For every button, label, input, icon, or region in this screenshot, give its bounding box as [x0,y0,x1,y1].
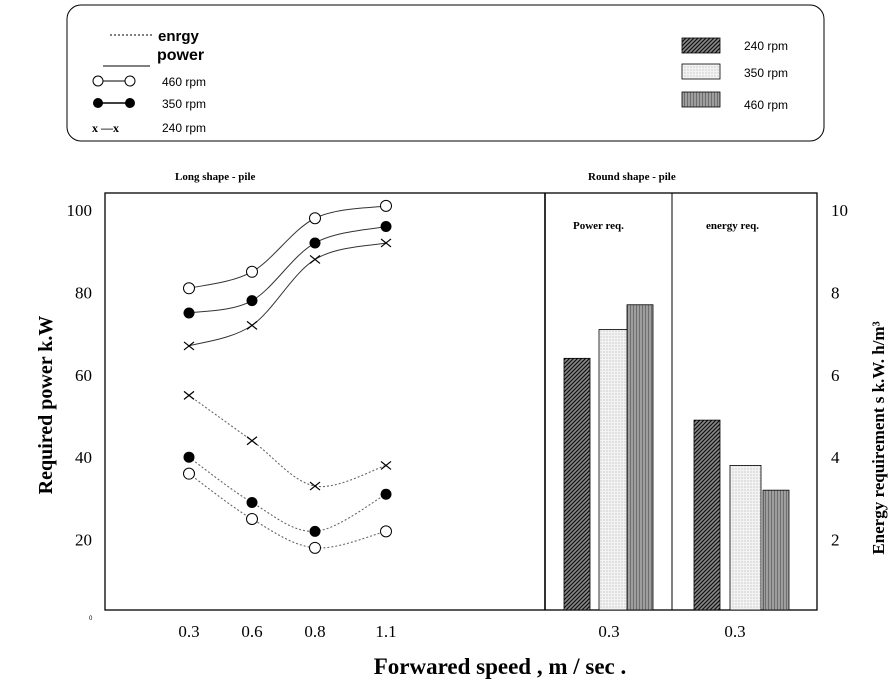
left-tick-label: 40 [75,448,92,467]
legend-bar350-label: 350 rpm [744,66,788,80]
bars [563,304,790,611]
marker-460-rpm-energy-0 [183,467,195,480]
legend-power-label: power [157,47,204,64]
marker-350-rpm-energy-2 [309,525,321,537]
right-tick-label: 4 [831,448,840,467]
series-line-240-rpm-energy [188,394,387,488]
plot-frame [104,192,818,611]
marker-240-rpm-energy-2 [309,481,321,491]
x-tick-label-power-bars: 0.3 [598,622,619,641]
marker-350-rpm-power-3 [380,220,392,232]
left-tick-label: 80 [75,283,92,302]
marker-240-rpm-energy-3 [380,460,392,470]
right-axis-title: Energy requirement s k.W. h/m³ [869,321,888,554]
legend-bar460-swatch [681,91,721,108]
y-zero-label: 0 [89,616,93,622]
legend-frame [66,4,825,142]
marker-240-rpm-energy-2-b [309,481,321,491]
marker-240-rpm-energy-0-b [183,390,195,400]
legend-240-label: 240 rpm [162,121,206,135]
legend-bar350-swatch [681,63,721,80]
x-tick-label: 0.6 [241,622,262,641]
marker-240-rpm-energy-0 [183,390,195,400]
legend: enrgy power 460 rpm 350 rpm x —x 240 rpm… [66,4,825,142]
right-tick-label: 8 [831,283,840,302]
left-panel-title: Long shape - pile [175,171,255,183]
energy-bar-460-rpm [762,489,790,611]
series-line-240-rpm-power [188,242,387,347]
marker-350-rpm-power-1 [246,295,258,307]
x-axis-ticks: 0.3 0.6 0.8 1.1 0.3 0.3 [178,622,745,641]
left-tick-label: 100 [67,201,93,220]
marker-240-rpm-power-0 [183,341,195,351]
series-markers [183,199,392,554]
series-line-350-rpm-energy [188,456,387,532]
marker-350-rpm-energy-0 [183,451,195,463]
marker-240-rpm-power-1-b [246,320,258,330]
series-line-460-rpm-power [188,205,387,289]
marker-460-rpm-energy-2 [309,541,321,554]
left-tick-label: 20 [75,531,92,550]
marker-460-rpm-power-1 [246,265,258,278]
marker-240-rpm-energy-1-b [246,436,258,446]
power-bar-350-rpm [598,329,629,611]
series-lines [188,205,387,549]
x-tick-label: 0.8 [304,622,325,641]
marker-240-rpm-energy-3-b [380,460,392,470]
marker-240-rpm-power-0-b [183,341,195,351]
marker-240-rpm-energy-1 [246,436,258,446]
right-tick-label: 2 [831,531,840,550]
marker-460-rpm-power-2 [309,212,321,225]
energy-bar-240-rpm [693,419,721,611]
left-axis-title: Required power k.W [35,316,57,495]
right-tick-label: 6 [831,366,840,385]
marker-350-rpm-power-0 [183,307,195,319]
legend-350-label: 350 rpm [162,97,206,111]
marker-240-rpm-power-2 [309,254,321,264]
legend-460-label: 460 rpm [162,75,206,89]
right-panel-title: Round shape - pile [588,171,676,183]
legend-energy-label: enrgy [158,28,200,45]
x-axis-title: Forwared speed , m / sec . [374,654,627,679]
x-tick-label: 1.1 [375,622,396,641]
left-tick-label: 60 [75,366,92,385]
legend-350-marker-a [93,98,103,108]
legend-460-marker-a [92,75,104,87]
legend-bar460-label: 460 rpm [744,98,788,112]
legend-bar240-label: 240 rpm [744,39,788,53]
marker-460-rpm-energy-1 [246,513,258,525]
right-tick-label: 10 [831,201,848,220]
marker-240-rpm-power-3 [380,238,392,248]
right-axis-ticks: 2 4 6 8 10 [831,201,848,550]
power-req-label: Power req. [573,220,624,232]
marker-350-rpm-power-2 [309,237,321,249]
legend-460-marker-b [124,75,136,87]
x-tick-label: 0.3 [178,622,199,641]
series-line-460-rpm-energy [188,473,387,549]
marker-460-rpm-power-3 [380,199,392,212]
power-bar-460-rpm [626,304,654,611]
power-bar-240-rpm [563,357,591,611]
legend-bar240-swatch [681,37,721,54]
marker-240-rpm-power-3-b [380,238,392,248]
marker-240-rpm-power-2-b [309,254,321,264]
marker-350-rpm-energy-1 [246,497,258,509]
energy-bar-350-rpm [729,465,762,611]
marker-460-rpm-power-0 [183,282,195,295]
legend-350-marker-b [125,98,135,108]
series-line-350-rpm-power [188,225,387,314]
legend-x-marker-label: x —x [92,121,119,135]
energy-req-label: energy req. [706,220,759,232]
marker-240-rpm-power-1 [246,320,258,330]
marker-350-rpm-energy-3 [380,488,392,500]
x-tick-label-energy-bars: 0.3 [724,622,745,641]
marker-460-rpm-energy-3 [380,525,392,538]
left-axis-ticks: 20 40 60 80 100 [67,201,93,550]
